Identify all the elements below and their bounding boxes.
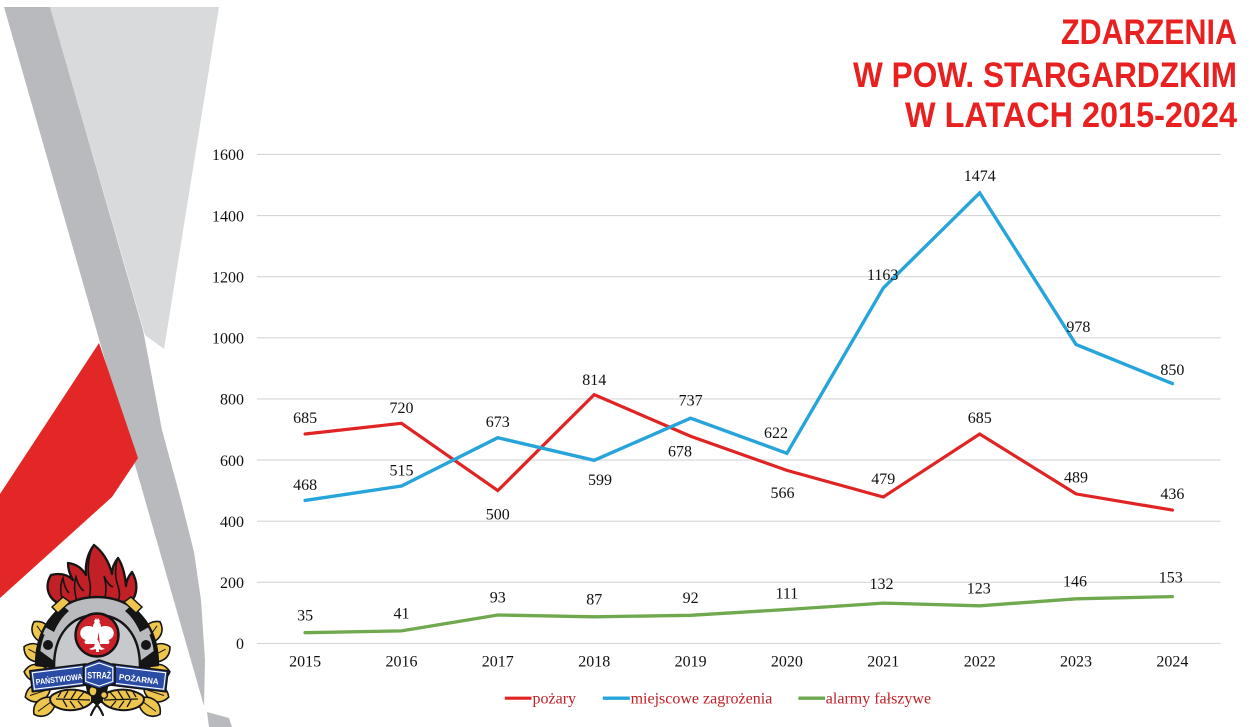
svg-text:POŻARNA: POŻARNA xyxy=(118,672,159,687)
svg-text:200: 200 xyxy=(220,575,244,592)
svg-text:87: 87 xyxy=(586,591,602,608)
svg-text:814: 814 xyxy=(582,372,606,389)
svg-text:111: 111 xyxy=(775,585,798,602)
svg-text:599: 599 xyxy=(588,472,612,489)
svg-text:622: 622 xyxy=(764,425,788,442)
svg-text:2018: 2018 xyxy=(578,654,610,671)
svg-text:1474: 1474 xyxy=(964,168,996,185)
svg-text:W LATACH 2015-2024: W LATACH 2015-2024 xyxy=(905,96,1237,135)
svg-text:2017: 2017 xyxy=(482,654,514,671)
svg-text:123: 123 xyxy=(967,581,991,598)
svg-text:720: 720 xyxy=(390,400,414,417)
svg-text:132: 132 xyxy=(870,576,894,593)
svg-text:500: 500 xyxy=(486,506,510,523)
svg-text:146: 146 xyxy=(1063,573,1087,590)
svg-text:678: 678 xyxy=(668,443,692,460)
svg-text:2022: 2022 xyxy=(964,654,996,671)
svg-text:685: 685 xyxy=(293,410,317,427)
svg-text:1200: 1200 xyxy=(212,269,244,286)
svg-text:2019: 2019 xyxy=(675,654,707,671)
svg-text:92: 92 xyxy=(683,590,699,607)
svg-text:800: 800 xyxy=(220,392,244,409)
svg-text:W POW. STARGARDZKIM: W POW. STARGARDZKIM xyxy=(853,56,1237,95)
svg-text:2024: 2024 xyxy=(1156,654,1188,671)
svg-text:566: 566 xyxy=(771,485,795,502)
svg-text:41: 41 xyxy=(394,605,410,622)
svg-text:673: 673 xyxy=(486,414,510,431)
svg-text:miejscowe zagrożenia: miejscowe zagrożenia xyxy=(631,691,773,708)
svg-text:1600: 1600 xyxy=(212,147,244,164)
svg-text:alarmy fałszywe: alarmy fałszywe xyxy=(826,691,931,708)
svg-text:1400: 1400 xyxy=(212,208,244,225)
svg-text:436: 436 xyxy=(1160,486,1184,503)
svg-text:2023: 2023 xyxy=(1060,654,1092,671)
svg-text:153: 153 xyxy=(1159,570,1183,587)
svg-text:978: 978 xyxy=(1066,319,1090,336)
svg-text:685: 685 xyxy=(968,410,992,427)
svg-text:STRAŻ: STRAŻ xyxy=(87,671,111,682)
svg-text:ZDARZENIA: ZDARZENIA xyxy=(1061,13,1237,52)
svg-text:2021: 2021 xyxy=(867,654,899,671)
svg-text:737: 737 xyxy=(679,392,703,409)
svg-text:515: 515 xyxy=(390,463,414,480)
svg-text:468: 468 xyxy=(293,477,317,494)
svg-text:1000: 1000 xyxy=(212,331,244,348)
svg-text:1163: 1163 xyxy=(867,267,898,284)
svg-text:850: 850 xyxy=(1160,362,1184,379)
svg-text:2016: 2016 xyxy=(386,654,418,671)
svg-text:400: 400 xyxy=(220,514,244,531)
svg-text:35: 35 xyxy=(297,607,313,624)
svg-text:93: 93 xyxy=(490,590,506,607)
svg-text:pożary: pożary xyxy=(533,691,577,708)
svg-text:479: 479 xyxy=(871,471,895,488)
svg-text:600: 600 xyxy=(220,453,244,470)
svg-text:2020: 2020 xyxy=(771,654,803,671)
svg-text:489: 489 xyxy=(1064,470,1088,487)
svg-text:2015: 2015 xyxy=(289,654,321,671)
svg-text:0: 0 xyxy=(236,636,244,653)
